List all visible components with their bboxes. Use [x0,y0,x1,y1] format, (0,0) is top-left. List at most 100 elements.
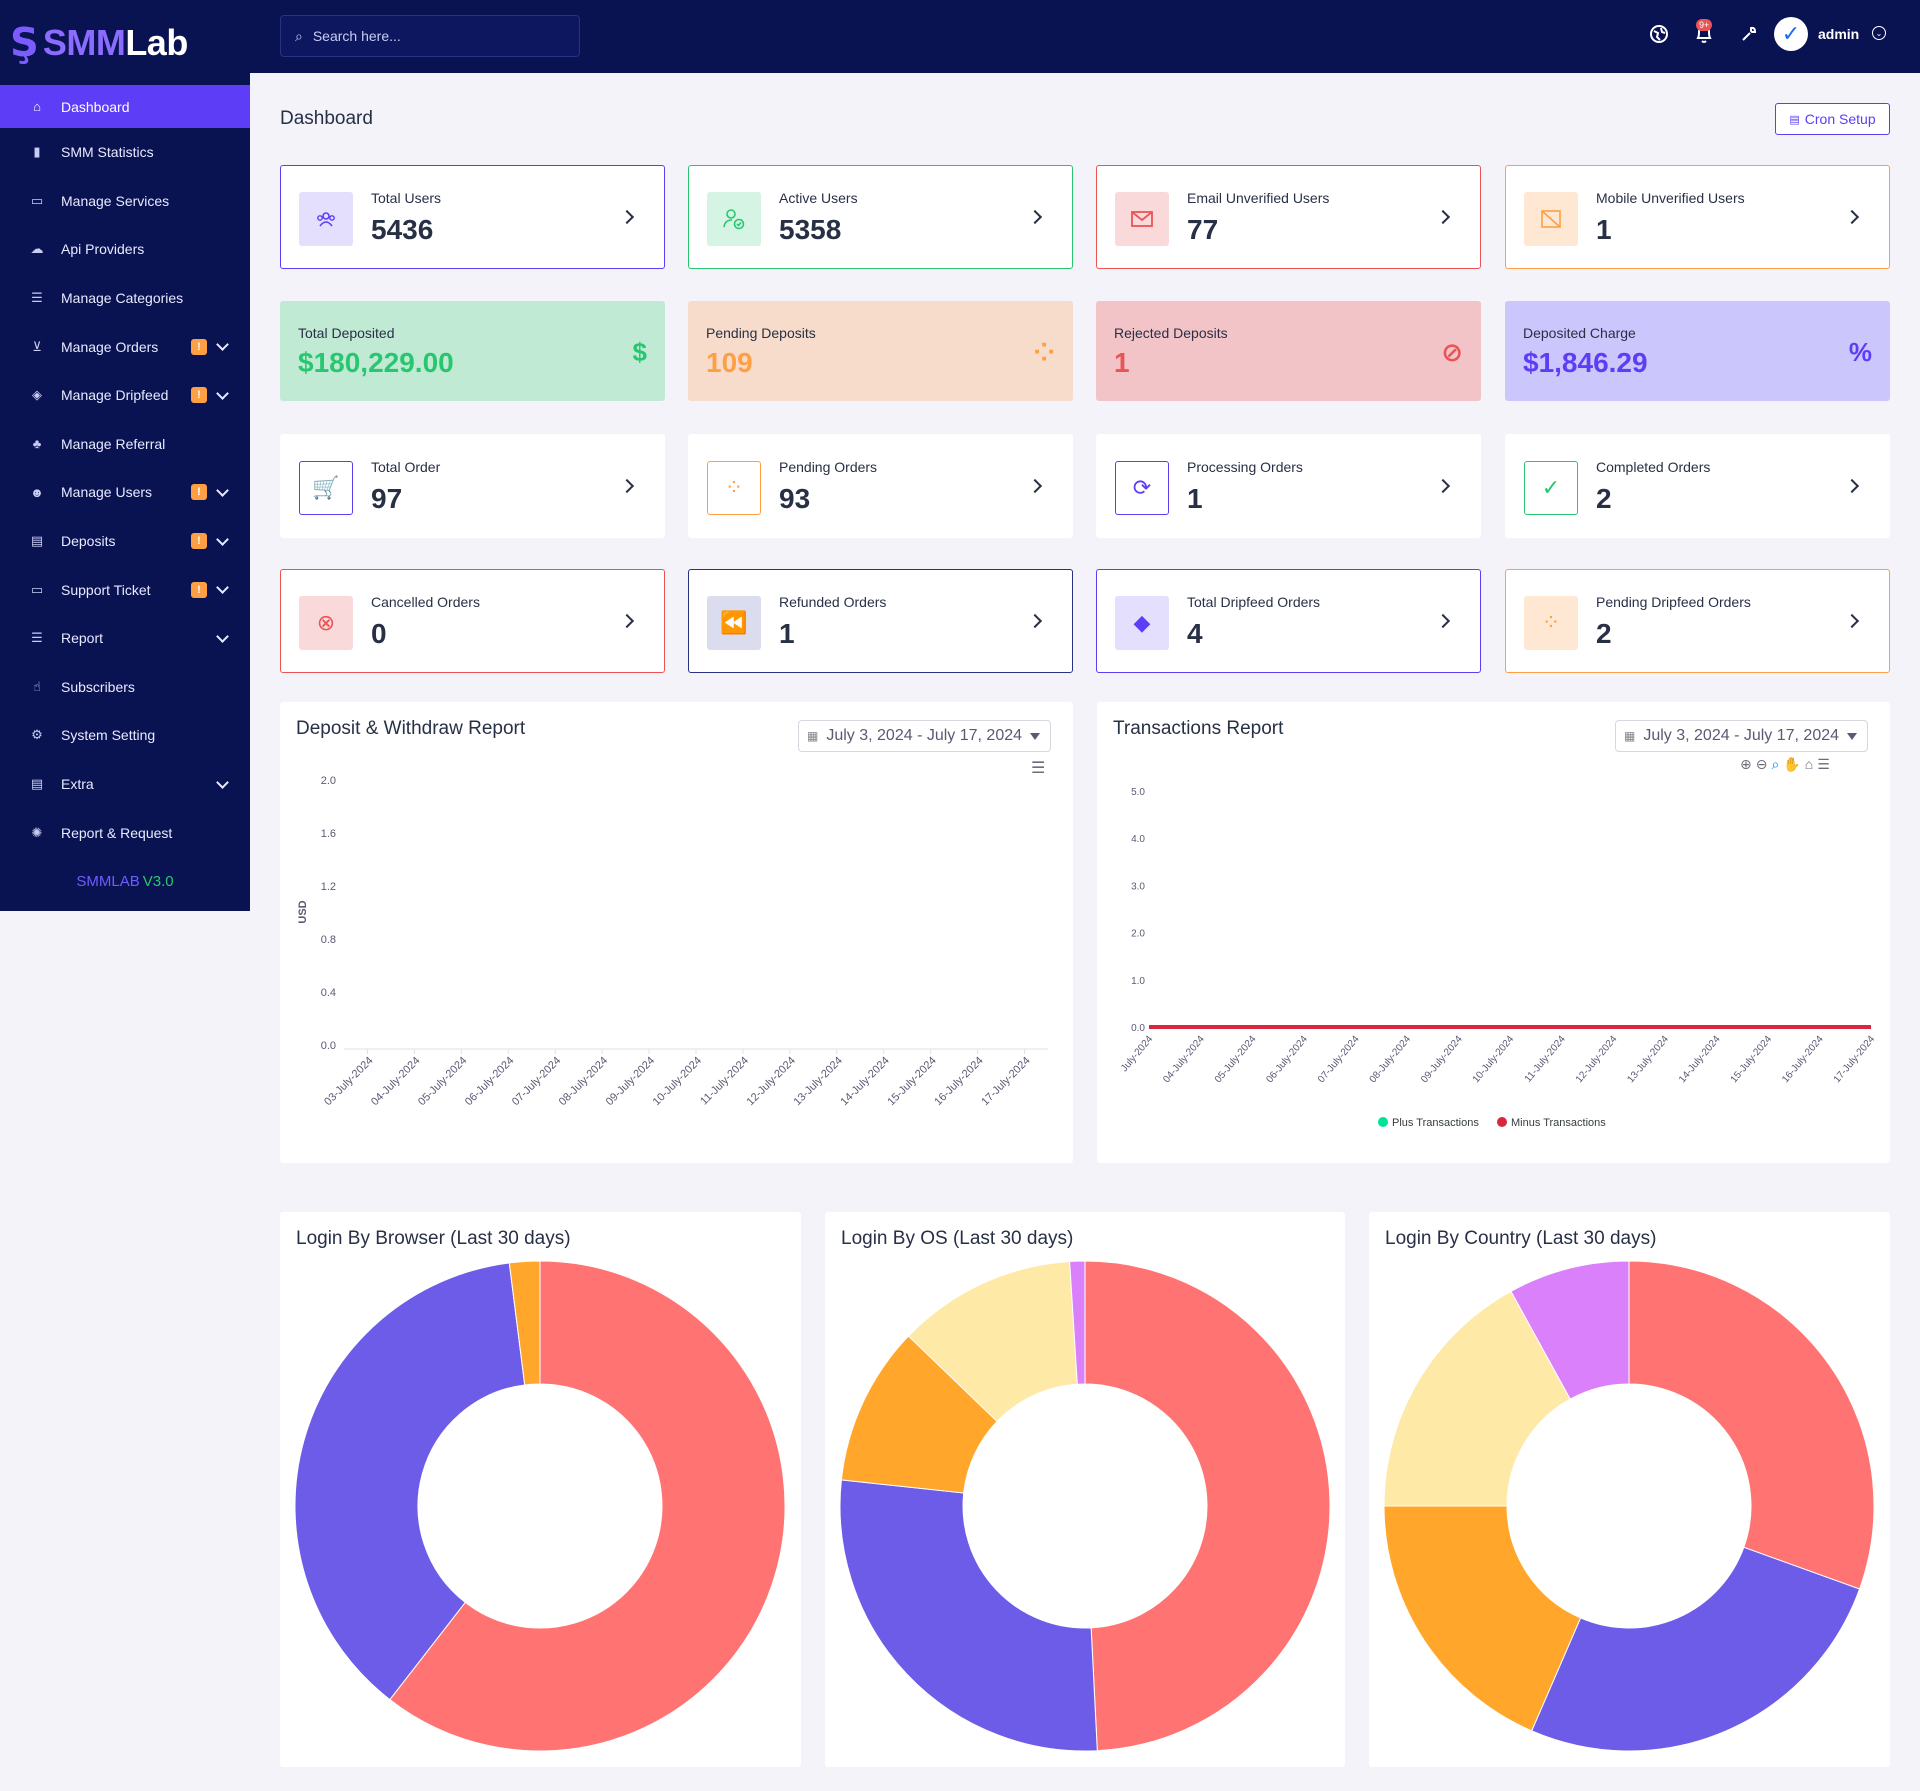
chevron-right-icon[interactable] [619,478,635,494]
sidebar-item-system-setting[interactable]: ⚙ System Setting [0,711,250,760]
chevron-down-icon[interactable]: ⌄ [1872,26,1886,40]
x-tick-label: 07-July-2024 [1316,1034,1362,1086]
x-tick-label: 15-July-2024 [1729,1034,1775,1086]
x-tick-label: 15-July-2024 [885,1055,938,1108]
deposit-date-range: July 3, 2024 - July 17, 2024 [826,727,1023,744]
mail-icon [1115,192,1169,246]
zoom-in-icon[interactable]: ⊕ [1740,756,1752,772]
legend-marker [1378,1117,1388,1127]
sidebar-item-manage-orders[interactable]: ⊻ Manage Orders! [0,322,250,371]
chevron-right-icon[interactable] [619,209,635,225]
sidebar-item-manage-categories[interactable]: ☰ Manage Categories [0,274,250,323]
y-axis-label: USD [297,900,309,923]
chevron-right-icon[interactable] [1027,209,1043,225]
stat-card-completed-orders[interactable]: ✓ Completed Orders 2 [1505,434,1890,538]
stat-card-pending-orders[interactable]: ⁘ Pending Orders 93 [688,434,1073,538]
alert-badge: ! [191,484,207,501]
stat-card-mobile-unverified-users[interactable]: Mobile Unverified Users 1 [1505,165,1890,269]
chevron-right-icon[interactable] [1844,478,1860,494]
pie-slice-4 [1510,1260,1630,1400]
alert-badge: ! [191,338,207,355]
stat-label: Refunded Orders [779,594,887,610]
ticket-icon: ▭ [30,581,44,597]
alert-badge: ! [191,387,207,404]
stat-card-total-deposited: Total Deposited $180,229.00 $ [280,301,665,401]
cron-setup-button[interactable]: ▤ Cron Setup [1775,103,1890,135]
alert-badge: ! [191,533,207,550]
transactions-date-range-picker[interactable]: ▦ July 3, 2024 - July 17, 2024 [1615,720,1869,752]
stat-value: 2 [1596,618,1612,649]
reset-home-icon[interactable]: ⌂ [1804,756,1814,772]
globe-icon[interactable] [1647,22,1671,46]
user-check-icon [707,192,761,246]
sidebar-nav: ⌂ Dashboard ▮ SMM Statistics ▭ Manage Service… [0,85,250,857]
magnifier-icon[interactable]: ⌕ [1771,756,1780,772]
stat-value: 2 [1596,483,1612,514]
paint-bucket-icon: ◈ [32,387,42,403]
login-country-chart [1383,1260,1875,1752]
stat-card-email-unverified-users[interactable]: Email Unverified Users 77 [1096,165,1481,269]
sidebar-item-manage-services[interactable]: ▭ Manage Services [0,177,250,226]
chevron-right-icon[interactable] [1844,613,1860,629]
chevron-right-icon[interactable] [1435,478,1451,494]
zoom-out-icon[interactable]: ⊖ [1755,756,1768,772]
chevron-right-icon[interactable] [1027,613,1043,629]
logo[interactable]: Ş SMMLab [0,0,250,85]
sidebar-item-api-providers[interactable]: ☁ Api Providers [0,225,250,274]
search-input[interactable]: ⌕ Search here... [280,15,580,57]
x-tick-label: 13-July-2024 [1625,1034,1671,1086]
chart-menu-icon[interactable]: ☰ [1031,760,1046,777]
sidebar-item-deposits[interactable]: ▤ Deposits! [0,517,250,566]
list-icon: ☰ [31,290,43,306]
stat-card-pending-dripfeed-orders[interactable]: ⁘ Pending Dripfeed Orders 2 [1505,569,1890,673]
file-icon: ▤ [30,533,44,549]
stat-card-cancelled-orders[interactable]: ⊗ Cancelled Orders 0 [280,569,665,673]
pie-slice-3 [1383,1290,1571,1507]
stat-label: Email Unverified Users [1187,190,1330,206]
sidebar-item-label: Manage Users [61,484,153,501]
sidebar-item-report-request[interactable]: ✺ Report & Request [0,808,250,857]
search-icon: ⌕ [295,27,303,44]
pan-hand-icon[interactable]: ✋ [1783,756,1801,772]
y-tick-label: 0.0 [321,1040,336,1052]
chevron-right-icon[interactable] [1435,209,1451,225]
chevron-right-icon[interactable] [619,613,635,629]
sidebar-item-manage-users[interactable]: ☻ Manage Users! [0,468,250,517]
login-browser-chart [294,1260,786,1752]
sidebar-item-label: Support Ticket [61,581,151,598]
admin-name[interactable]: admin [1818,26,1860,42]
x-tick-label: 07-July-2024 [510,1055,563,1108]
sidebar-item-smm-statistics[interactable]: ▮ SMM Statistics [0,128,250,177]
stat-card-total-dripfeed-orders[interactable]: ◆ Total Dripfeed Orders 4 [1096,569,1481,673]
x-tick-label: 16-July-2024 [1780,1034,1826,1086]
stat-card-total-users[interactable]: Total Users 5436 [280,165,665,269]
chevron-right-icon[interactable] [1027,478,1043,494]
chevron-right-icon[interactable] [1435,613,1451,629]
deposit-report-title: Deposit & Withdraw Report [296,718,526,739]
caret-down-icon [1030,732,1041,740]
chart-menu-icon[interactable]: ☰ [1817,756,1830,772]
sidebar-item-support-ticket[interactable]: ▭ Support Ticket! [0,565,250,614]
stat-value: 1 [1114,347,1130,378]
sidebar-item-dashboard[interactable]: ⌂ Dashboard [0,85,250,128]
stat-label: Total Users [371,190,442,206]
stat-card-total-order[interactable]: 🛒 Total Order 97 [280,434,665,538]
version-name: SMMLAB [76,873,140,891]
stat-card-active-users[interactable]: Active Users 5358 [688,165,1073,269]
sidebar-item-manage-dripfeed[interactable]: ◈ Manage Dripfeed! [0,371,250,420]
legend-marker [1497,1117,1507,1127]
deposit-date-range-picker[interactable]: ▦ July 3, 2024 - July 17, 2024 [798,720,1052,752]
sidebar-item-subscribers[interactable]: ☝ Subscribers [0,663,250,712]
sidebar-item-extra[interactable]: ▤ Extra [0,760,250,809]
chevron-right-icon[interactable] [1844,209,1860,225]
stat-card-processing-orders[interactable]: ⟳ Processing Orders 1 [1096,434,1481,538]
wrench-icon[interactable] [1737,22,1761,46]
sidebar-item-report[interactable]: ☰ Report [0,614,250,663]
sidebar-item-manage-referral[interactable]: ♣ Manage Referral [0,420,250,469]
sidebar-item-label: System Setting [61,727,156,744]
avatar[interactable]: ✓ [1774,17,1808,51]
notification-badge: 9+ [1696,19,1713,31]
stat-value: 109 [706,347,753,378]
stat-card-refunded-orders[interactable]: ⏪ Refunded Orders 1 [688,569,1073,673]
login-country-title: Login By Country (Last 30 days) [1385,1228,1657,1249]
